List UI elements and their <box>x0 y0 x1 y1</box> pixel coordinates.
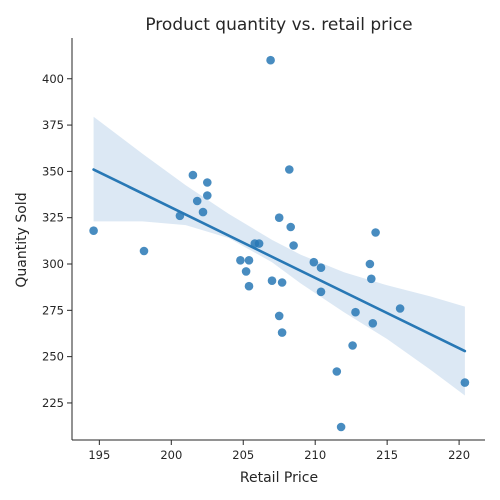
y-tick-label: 325 <box>42 211 64 225</box>
y-tick-label: 225 <box>42 396 64 410</box>
data-point <box>316 263 326 273</box>
axes-layer: 195 200 205 210 215 220 225 250 275 300 325 350 375 4… <box>42 38 485 462</box>
x-tick-label: 200 <box>160 448 182 462</box>
data-point <box>241 267 251 276</box>
y-tick-label: 300 <box>42 257 64 271</box>
x-tick-label: 195 <box>88 448 110 462</box>
data-point <box>332 367 342 376</box>
data-point <box>139 246 149 256</box>
data-point <box>188 170 198 180</box>
data-point <box>460 378 470 387</box>
data-point <box>286 222 296 232</box>
data-point <box>277 328 287 337</box>
x-tick-label: 215 <box>376 448 398 462</box>
chart-title: Product quantity vs. retail price <box>145 15 412 35</box>
scatter-points-layer <box>89 55 470 432</box>
data-point <box>368 319 378 328</box>
data-point <box>192 196 202 206</box>
regression-line <box>92 168 467 353</box>
regression-line-layer <box>92 168 467 353</box>
confidence-band-layer <box>93 116 465 396</box>
y-axis-title: Quantity Sold <box>14 192 30 287</box>
confidence-band <box>93 116 465 396</box>
x-tick-label: 220 <box>448 448 470 462</box>
data-point <box>198 207 208 217</box>
data-point <box>316 287 326 297</box>
x-tick-label: 210 <box>304 448 326 462</box>
data-point <box>274 311 284 321</box>
data-point <box>254 239 264 248</box>
data-point <box>285 165 294 174</box>
y-tick-label: 275 <box>42 303 64 317</box>
x-tick-label: 205 <box>232 448 254 462</box>
data-point <box>274 213 284 222</box>
data-point <box>277 278 287 287</box>
data-point <box>367 274 376 284</box>
data-point <box>266 55 275 65</box>
data-point <box>289 241 298 250</box>
data-point <box>244 255 254 265</box>
data-point <box>203 178 212 187</box>
y-tick-label: 350 <box>42 164 64 178</box>
data-point <box>395 304 405 313</box>
data-point <box>236 255 245 265</box>
data-point <box>267 276 277 286</box>
y-tick-label: 250 <box>42 350 64 364</box>
data-point <box>371 228 380 237</box>
data-point <box>365 259 375 269</box>
data-point <box>203 191 212 200</box>
data-point <box>89 226 98 235</box>
data-point <box>336 422 346 432</box>
y-tick-label: 375 <box>42 118 64 132</box>
data-point <box>309 257 319 267</box>
data-point <box>244 281 254 291</box>
x-axis-title: Retail Price <box>240 470 318 486</box>
data-point <box>351 307 360 317</box>
data-point <box>348 341 357 350</box>
y-tick-label: 400 <box>42 72 64 86</box>
